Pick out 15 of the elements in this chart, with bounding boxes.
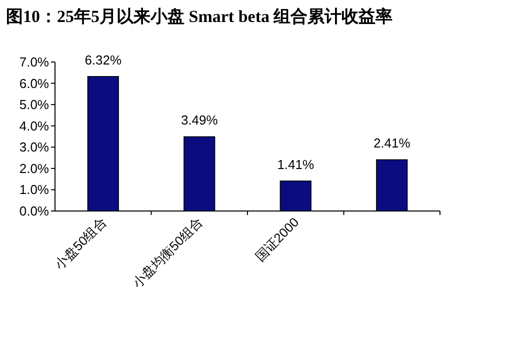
y-tick-label: 0.0%	[19, 204, 50, 218]
data-label: 6.32%	[84, 52, 122, 68]
x-tick-label: 小盘50组合	[52, 214, 110, 272]
y-tick-label: 5.0%	[19, 97, 50, 112]
y-tick-label: 7.0%	[19, 54, 50, 70]
y-tick-label: 2.0%	[19, 160, 50, 176]
data-label: 1.41%	[277, 156, 314, 172]
y-tick-label: 1.0%	[19, 182, 50, 198]
y-tick-label: 3.0%	[19, 140, 50, 155]
chart-title: 图10：25年5月以来小盘 Smart beta 组合累计收益率	[6, 7, 393, 26]
y-tick-label: 6.0%	[19, 76, 50, 91]
data-label: 2.41%	[373, 136, 411, 151]
y-tick-label: 4.0%	[19, 118, 50, 134]
data-label: 3.49%	[180, 112, 218, 128]
x-tick-label: 小盘均衡50组合	[130, 214, 206, 291]
